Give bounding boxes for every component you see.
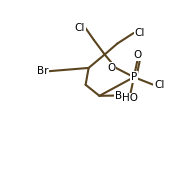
Text: O: O bbox=[107, 63, 115, 73]
Text: O: O bbox=[133, 50, 142, 60]
Text: Cl: Cl bbox=[154, 80, 165, 90]
Text: HO: HO bbox=[122, 93, 138, 103]
Text: Cl: Cl bbox=[135, 28, 145, 38]
Text: Br: Br bbox=[115, 91, 126, 101]
Text: P: P bbox=[131, 72, 137, 82]
Text: Cl: Cl bbox=[74, 23, 85, 33]
Text: Br: Br bbox=[37, 66, 48, 76]
